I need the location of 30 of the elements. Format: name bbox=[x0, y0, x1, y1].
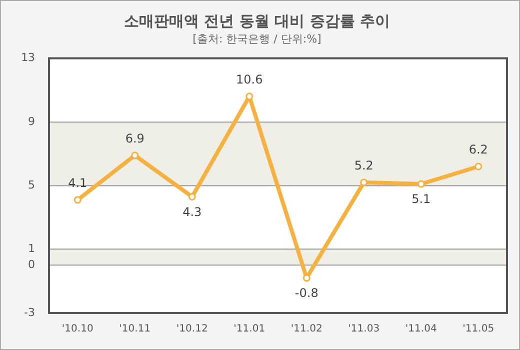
point bbox=[131, 152, 139, 160]
x-tick-label: '10.12 bbox=[176, 324, 208, 335]
data-label: 6.2 bbox=[468, 142, 488, 157]
y-tick-label: 5 bbox=[28, 178, 35, 192]
x-tick-label: '11.05 bbox=[462, 324, 494, 335]
point bbox=[188, 193, 196, 200]
chart-title: 소매판매액 전년 동월 대비 증감률 추이 bbox=[124, 12, 390, 30]
data-label: 4.3 bbox=[182, 204, 202, 219]
y-tick-label: 1 bbox=[28, 242, 35, 256]
point bbox=[74, 196, 82, 204]
point bbox=[360, 178, 368, 186]
x-tick-label: '11.02 bbox=[290, 324, 322, 335]
data-label: -0.8 bbox=[294, 286, 318, 300]
point bbox=[474, 162, 482, 170]
y-tick-label: 13 bbox=[20, 51, 35, 64]
data-label: 4.1 bbox=[68, 176, 88, 190]
data-label: 5.1 bbox=[412, 192, 431, 206]
x-tick-label: '11.03 bbox=[348, 324, 380, 335]
data-label: 6.9 bbox=[125, 131, 144, 146]
x-tick-label: '11.04 bbox=[405, 324, 437, 335]
x-tick-label: '11.01 bbox=[234, 324, 266, 335]
data-label: 5.2 bbox=[354, 158, 374, 173]
x-tick-label: '10.10 bbox=[62, 324, 94, 335]
data-label: 10.6 bbox=[236, 72, 263, 87]
chart-subtitle: [출처: 한국은행 / 단위:%] bbox=[192, 32, 322, 46]
x-tick-label: '10.11 bbox=[119, 324, 151, 335]
y-tick-label: 9 bbox=[28, 114, 35, 128]
y-tick-label: -3 bbox=[24, 306, 35, 319]
y-tick-label: 0 bbox=[28, 258, 35, 272]
point bbox=[417, 180, 425, 188]
